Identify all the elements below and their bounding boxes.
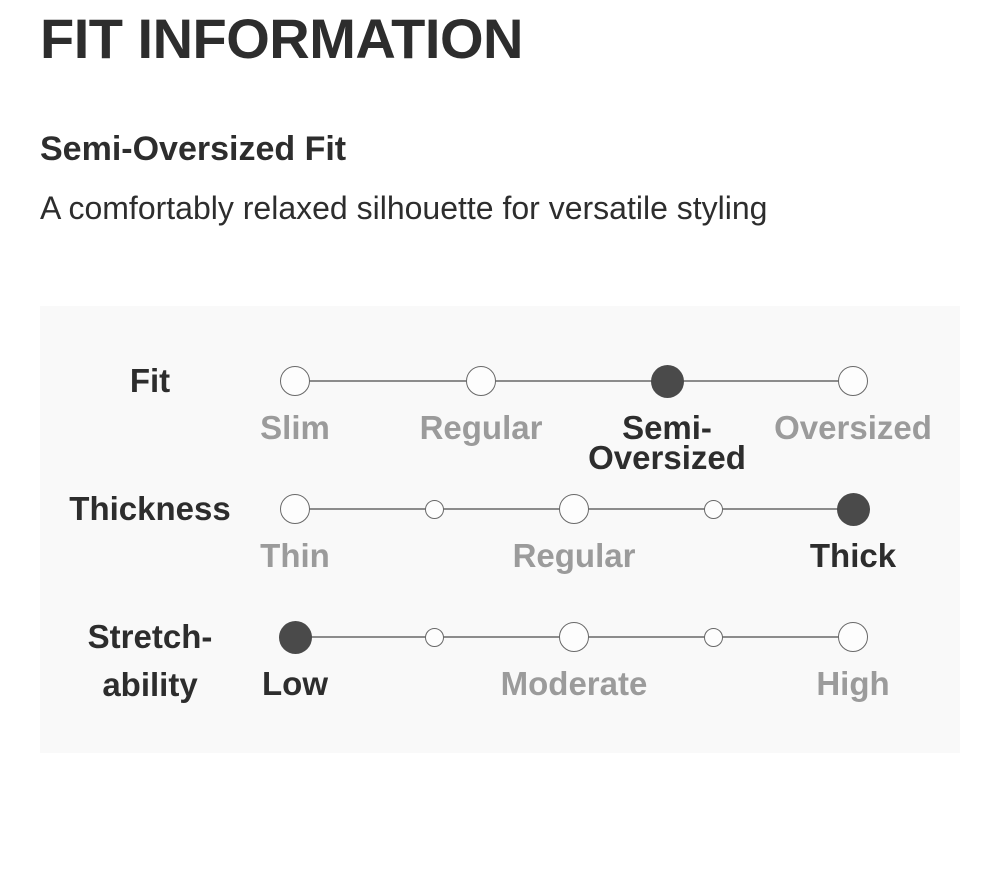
scale-dot [280, 494, 310, 524]
scale-dot [425, 499, 444, 519]
scale-dot-selected-thickness [836, 492, 870, 526]
scale-value-label-line: Semi- [622, 409, 712, 446]
scale-track-fit [295, 380, 853, 382]
scale-dot [466, 366, 496, 396]
fit-chart-panel: Fit Slim Regular Semi- Oversized Oversized Thi… [40, 306, 960, 753]
scale-value-label-fit-2: Semi- Oversized [567, 409, 767, 476]
section-title: FIT INFORMATION [40, 7, 523, 70]
scale-value-label-line: Thin [260, 537, 330, 574]
row-label-fit: Fit [40, 357, 260, 405]
row-label-line: ability [102, 666, 198, 703]
row-label-stretchability: Stretch-ability [40, 613, 260, 709]
scale-dot [425, 627, 444, 647]
scale-value-label-line: Low [262, 665, 328, 702]
scale-value-label-line: Moderate [500, 665, 648, 702]
scale-dot [704, 499, 723, 519]
scale-dot-selected-stretchability [278, 620, 312, 654]
scale-value-label-thickness-1: Regular [474, 537, 674, 574]
scale-dot [838, 622, 868, 652]
scale-value-label-fit-1: Regular [381, 409, 581, 446]
scale-value-label-line: Thick [809, 537, 897, 574]
scale-value-label-line: Slim [260, 409, 330, 446]
scale-dot [704, 627, 723, 647]
scale-value-label-line: Regular [512, 537, 636, 574]
scale-dot-selected-fit [650, 364, 684, 398]
row-label-line: Stretch- [87, 618, 213, 655]
fit-name-heading: Semi-Oversized Fit [40, 130, 347, 168]
row-label-line: Fit [129, 362, 171, 399]
scale-value-label-fit-0: Slim [195, 409, 395, 446]
scale-value-label-thickness-0: Thin [195, 537, 395, 574]
scale-value-label-line: Oversized [588, 439, 746, 476]
scale-value-label-line: Regular [419, 409, 543, 446]
scale-value-label-line: Oversized [774, 409, 932, 446]
row-label-line: Thickness [69, 490, 231, 527]
scale-value-label-stretchability-0: Low [195, 665, 395, 702]
scale-value-label-line: High [816, 665, 890, 702]
row-label-thickness: Thickness [40, 485, 260, 533]
scale-dot [559, 622, 589, 652]
scale-value-label-stretchability-1: Moderate [474, 665, 674, 702]
scale-value-label-stretchability-2: High [753, 665, 953, 702]
scale-value-label-thickness-2: Thick [753, 537, 953, 574]
scale-dot [559, 494, 589, 524]
scale-dot [838, 366, 868, 396]
scale-dot [280, 366, 310, 396]
scale-value-label-fit-3: Oversized [753, 409, 953, 446]
fit-description: A comfortably relaxed silhouette for ver… [40, 190, 768, 226]
